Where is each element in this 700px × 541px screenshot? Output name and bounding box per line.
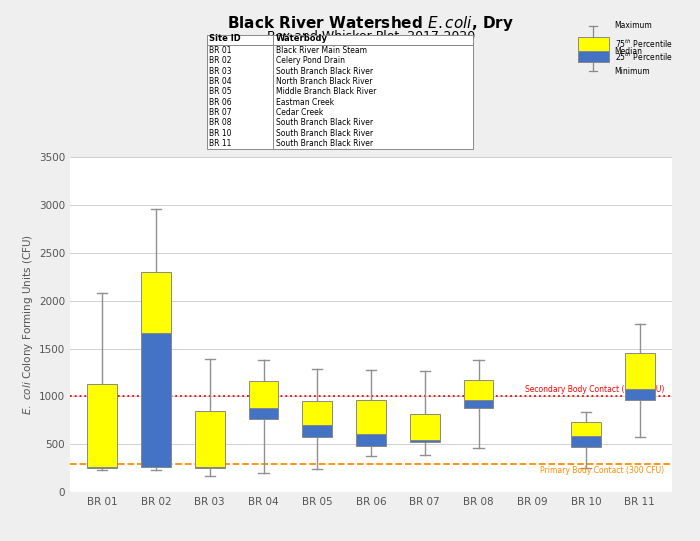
Text: Celery Pond Drain: Celery Pond Drain (276, 56, 345, 65)
Bar (356, 400, 386, 434)
Text: BR 10: BR 10 (209, 129, 232, 138)
Bar (463, 380, 494, 400)
Text: BR 05: BR 05 (209, 88, 232, 96)
Bar (625, 389, 654, 400)
Text: South Branch Black River: South Branch Black River (276, 118, 373, 128)
Bar (88, 467, 117, 469)
Text: Secondary Body Contact (1000 CFU): Secondary Body Contact (1000 CFU) (524, 385, 664, 394)
Text: Primary Body Contact (300 CFU): Primary Body Contact (300 CFU) (540, 466, 664, 476)
Bar (410, 414, 440, 440)
Bar (195, 467, 225, 469)
Text: BR 04: BR 04 (209, 77, 232, 86)
Bar (88, 384, 117, 467)
Text: North Branch Black River: North Branch Black River (276, 77, 372, 86)
Text: Minimum: Minimum (615, 67, 650, 76)
Text: Site ID: Site ID (209, 34, 241, 43)
Bar (625, 353, 654, 389)
Text: BR 01: BR 01 (209, 46, 232, 55)
Text: Cedar Creek: Cedar Creek (276, 108, 323, 117)
Bar (571, 423, 601, 436)
Text: Box and Whisker Plot, 2017-2020: Box and Whisker Plot, 2017-2020 (267, 30, 475, 43)
Bar (141, 333, 171, 467)
Text: South Branch Black River: South Branch Black River (276, 139, 373, 148)
Bar (248, 381, 279, 408)
Bar (410, 440, 440, 441)
Text: BR 02: BR 02 (209, 56, 232, 65)
Text: South Branch Black River: South Branch Black River (276, 129, 373, 138)
Text: BR 08: BR 08 (209, 118, 232, 128)
Text: BR 06: BR 06 (209, 98, 232, 107)
Bar (302, 401, 332, 425)
Text: 25$^{th}$ Percentile: 25$^{th}$ Percentile (615, 51, 672, 63)
Text: BR 11: BR 11 (209, 139, 232, 148)
Text: Black River Main Steam: Black River Main Steam (276, 46, 367, 55)
Bar (248, 408, 279, 419)
Bar (141, 272, 171, 333)
Text: Maximum: Maximum (615, 22, 652, 30)
Text: Black River Watershed $\it{E. coli}$, Dry: Black River Watershed $\it{E. coli}$, Dr… (228, 14, 514, 32)
Bar (463, 400, 494, 408)
Text: Median: Median (615, 47, 643, 56)
Text: South Branch Black River: South Branch Black River (276, 67, 373, 76)
Text: BR 07: BR 07 (209, 108, 232, 117)
Bar (302, 425, 332, 437)
Text: Eastman Creek: Eastman Creek (276, 98, 334, 107)
Bar (356, 434, 386, 446)
Bar (571, 436, 601, 447)
Bar (195, 411, 225, 467)
Text: 75$^{th}$ Percentile: 75$^{th}$ Percentile (615, 38, 672, 50)
Text: Waterbody: Waterbody (276, 34, 328, 43)
Y-axis label: $\it{E.\ coli}$ Colony Forming Units (CFU): $\it{E.\ coli}$ Colony Forming Units (CF… (21, 234, 35, 415)
Text: BR 03: BR 03 (209, 67, 232, 76)
Text: Middle Branch Black River: Middle Branch Black River (276, 88, 376, 96)
